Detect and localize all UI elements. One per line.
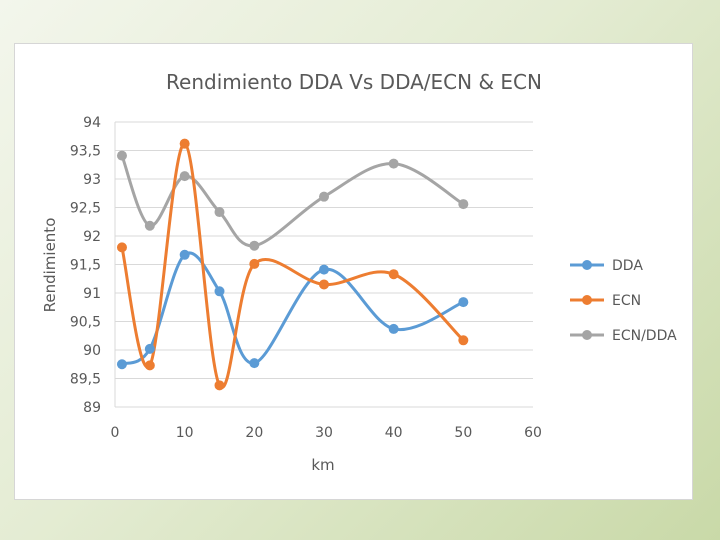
x-tick-label: 30 <box>315 425 333 441</box>
x-axis-ticks: 0 10 20 30 40 50 60 <box>111 425 542 441</box>
legend-marker-dda <box>582 260 592 270</box>
chart-card: Rendimiento DDA Vs DDA/ECN & ECN 89 89,5 9… <box>14 43 693 500</box>
legend: DDA ECN ECN/DDA <box>570 258 677 344</box>
chart-title: Rendimiento DDA Vs DDA/ECN & ECN <box>166 70 542 94</box>
data-point-ecn-dda <box>458 199 469 210</box>
x-tick-label: 10 <box>176 425 194 441</box>
data-point-ecn <box>116 242 127 253</box>
legend-marker-ecn-dda <box>582 330 592 340</box>
x-tick-label: 60 <box>524 425 542 441</box>
y-tick-label: 92 <box>83 229 101 245</box>
data-point-dda <box>179 249 190 260</box>
gridlines <box>114 121 533 408</box>
y-tick-label: 89,5 <box>70 372 101 388</box>
data-point-ecn <box>144 360 155 371</box>
y-tick-label: 90,5 <box>70 315 101 331</box>
data-point-ecn <box>179 138 190 149</box>
legend-label-ecn-dda: ECN/DDA <box>612 328 677 344</box>
y-tick-label: 91 <box>83 286 101 302</box>
x-axis-label: km <box>311 456 334 474</box>
data-point-dda <box>249 358 260 369</box>
x-tick-label: 50 <box>454 425 472 441</box>
data-point-dda <box>116 359 127 370</box>
series-points <box>116 138 469 391</box>
legend-marker-ecn <box>582 295 592 305</box>
y-tick-label: 93,5 <box>70 144 101 160</box>
data-point-ecn <box>214 380 225 391</box>
data-point-ecn-dda <box>388 158 399 169</box>
data-point-ecn <box>388 269 399 280</box>
line-chart: Rendimiento DDA Vs DDA/ECN & ECN 89 89,5 9… <box>41 70 677 474</box>
y-tick-label: 93 <box>83 172 101 188</box>
x-tick-label: 20 <box>245 425 263 441</box>
data-point-ecn <box>319 279 329 290</box>
series-line-ecn <box>120 142 465 390</box>
y-tick-label: 90 <box>83 343 101 359</box>
legend-label-dda: DDA <box>612 258 643 274</box>
data-point-ecn-dda <box>144 220 155 231</box>
data-point-ecn <box>249 258 260 269</box>
y-tick-label: 91,5 <box>70 258 101 274</box>
x-tick-label: 0 <box>111 425 120 441</box>
data-point-ecn <box>458 335 469 346</box>
y-tick-label: 94 <box>83 115 101 131</box>
data-point-dda <box>144 343 155 354</box>
x-tick-label: 40 <box>385 425 403 441</box>
data-point-dda <box>388 323 399 334</box>
y-axis-label: Rendimiento <box>41 218 59 313</box>
y-tick-label: 92,5 <box>70 201 101 217</box>
data-point-dda <box>319 264 329 275</box>
data-point-ecn-dda <box>214 207 225 218</box>
data-point-ecn-dda <box>116 150 127 161</box>
series-lines <box>120 142 465 390</box>
data-point-ecn-dda <box>179 171 190 182</box>
data-point-dda <box>214 286 225 297</box>
data-point-ecn-dda <box>249 240 260 251</box>
data-point-dda <box>458 297 469 308</box>
data-point-ecn-dda <box>319 191 329 202</box>
y-axis-ticks: 89 89,5 90 90,5 91 91,5 92 92,5 93 93,5 94 <box>70 115 101 416</box>
legend-label-ecn: ECN <box>612 293 641 309</box>
y-tick-label: 89 <box>83 400 101 416</box>
